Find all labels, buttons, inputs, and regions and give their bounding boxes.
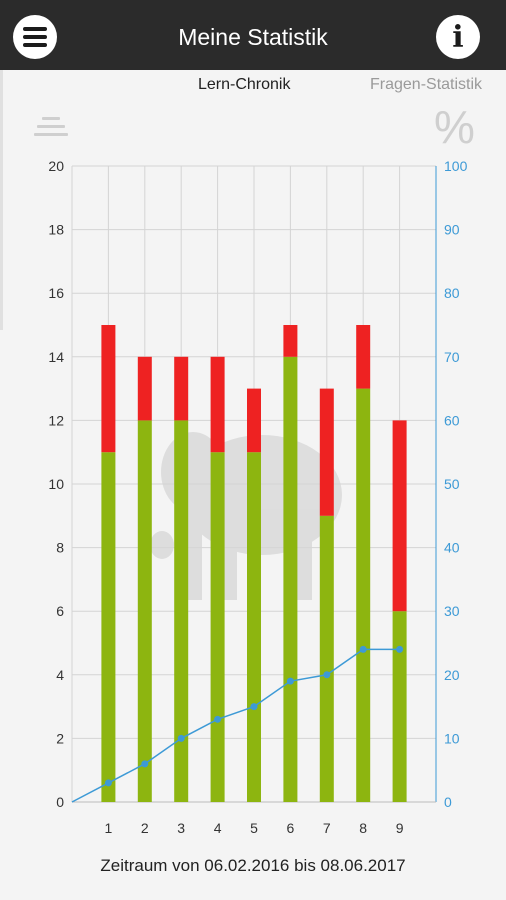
bar-wrong — [319, 388, 334, 516]
y-tick-label-left: 12 — [48, 412, 64, 428]
sort-lines-icon[interactable] — [34, 115, 68, 139]
date-range-footer: Zeitraum von 06.02.2016 bis 08.06.2017 — [100, 856, 406, 875]
y-tick-label-left: 18 — [48, 222, 64, 238]
y-tick-label-left: 2 — [56, 730, 64, 746]
bar-correct — [319, 515, 334, 802]
bar-wrong — [392, 420, 407, 612]
info-icon[interactable]: i — [436, 15, 480, 59]
y-tick-label-right: 10 — [444, 730, 460, 746]
line-point — [141, 760, 149, 768]
line-series — [71, 648, 400, 803]
line-point — [359, 645, 367, 653]
bar-correct — [356, 388, 371, 802]
x-tick-label: 3 — [177, 820, 185, 836]
y-tick-label-left: 8 — [56, 540, 64, 556]
x-tick-label: 6 — [287, 820, 295, 836]
percent-icon[interactable]: % — [434, 101, 475, 153]
watermark-shape — [150, 531, 174, 559]
tab-lern-chronik[interactable]: Lern-Chronik — [198, 76, 291, 93]
y-tick-label-right: 30 — [444, 603, 460, 619]
y-tick-label-right: 80 — [444, 285, 460, 301]
tab-fragen-statistik[interactable]: Fragen-Statistik — [370, 76, 483, 93]
bar-correct — [174, 420, 189, 802]
hamburger-menu-icon[interactable] — [13, 15, 57, 59]
y-tick-label-left: 20 — [48, 158, 64, 174]
bar-correct — [283, 356, 298, 802]
x-tick-label: 1 — [105, 820, 113, 836]
y-tick-label-right: 40 — [444, 540, 460, 556]
side-edge — [0, 70, 3, 330]
bar-wrong — [137, 356, 152, 421]
x-tick-label: 5 — [250, 820, 258, 836]
bar-wrong — [247, 388, 261, 453]
bar-wrong — [356, 325, 371, 389]
y-tick-label-left: 10 — [48, 476, 64, 492]
bar-wrong — [101, 325, 116, 453]
y-tick-label-right: 60 — [444, 412, 460, 428]
x-tick-label: 2 — [141, 820, 149, 836]
x-tick-label: 4 — [214, 820, 222, 836]
y-tick-label-left: 6 — [56, 603, 64, 619]
bar-correct — [392, 611, 407, 802]
y-tick-label-right: 0 — [444, 794, 452, 810]
line-point — [396, 645, 404, 653]
y-tick-label-right: 20 — [444, 667, 460, 683]
line-point — [323, 671, 331, 679]
bar-wrong — [174, 356, 189, 421]
bar-wrong — [283, 325, 298, 357]
y-tick-label-right: 50 — [444, 476, 460, 492]
bar-wrong — [210, 356, 225, 453]
page-title: Meine Statistik — [178, 24, 328, 50]
app-bar: Meine Statistik i — [0, 0, 506, 70]
y-tick-label-left: 16 — [48, 285, 64, 301]
line-point — [250, 703, 258, 711]
x-tick-label: 8 — [359, 820, 367, 836]
line-point — [214, 715, 222, 723]
y-tick-label-left: 0 — [56, 794, 64, 810]
x-tick-label: 7 — [323, 820, 331, 836]
line-point — [286, 677, 294, 685]
bar-correct — [210, 452, 225, 802]
x-tick-label: 9 — [396, 820, 404, 836]
y-tick-label-right: 90 — [444, 222, 460, 238]
y-tick-label-right: 100 — [444, 158, 468, 174]
y-tick-label-right: 70 — [444, 349, 460, 365]
y-tick-label-left: 4 — [56, 667, 64, 683]
bar-correct — [247, 452, 261, 802]
y-tick-label-left: 14 — [48, 349, 64, 365]
line-point — [104, 779, 112, 787]
bar-correct — [137, 420, 152, 802]
line-point — [177, 734, 185, 742]
stats-chart: 0246810121416182001020304050607080901001… — [48, 158, 468, 836]
bar-correct — [101, 452, 116, 802]
